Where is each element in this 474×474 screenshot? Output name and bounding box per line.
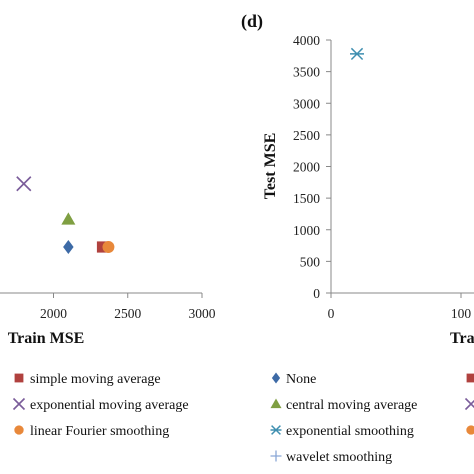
legend-item: simple moving average <box>14 372 161 387</box>
right-y-tick-label: 2000 <box>293 160 320 175</box>
legend-label: exponential smoothing <box>286 424 414 439</box>
left-x-tick-label: 2500 <box>114 306 141 321</box>
right-y-tick-label: 2500 <box>293 128 320 143</box>
legend-label: simple moving average <box>30 372 161 387</box>
legend-marker-asterisk-icon <box>270 425 282 435</box>
legend-edge-circle-icon <box>466 425 474 435</box>
legend-marker-square-icon <box>14 373 24 383</box>
legend-edge-square-icon <box>466 373 474 383</box>
legend-label: exponential moving average <box>30 398 189 413</box>
right-y-tick-label: 3000 <box>293 96 320 111</box>
left-point-None <box>63 240 74 254</box>
right-y-tick-label: 1500 <box>293 191 320 206</box>
left-x-tick-label: 3000 <box>189 306 216 321</box>
panel-left-scatter: 01500200025003000Train MSE <box>0 176 216 347</box>
legend-item: linear Fourier smoothing <box>14 424 169 439</box>
right-y-tick-label: 0 <box>313 286 320 301</box>
right-x-axis-title: Tra <box>450 330 474 347</box>
right-y-tick-label: 500 <box>300 254 321 269</box>
legend-edge-x-icon <box>464 397 474 411</box>
legend-item: wavelet smoothing <box>270 450 392 465</box>
legend-label: wavelet smoothing <box>286 450 392 465</box>
legend-marker-diamond-icon <box>271 372 281 384</box>
panel-label-d: (d) <box>241 11 263 32</box>
legend-left: simple moving average exponential moving … <box>12 372 189 439</box>
right-y-tick-label: 4000 <box>293 33 320 48</box>
legend-item: exponential moving average <box>12 397 189 413</box>
legend-marker-circle-icon <box>14 425 24 435</box>
legend-item: central moving average <box>270 398 417 413</box>
legend-label: central moving average <box>286 398 417 413</box>
legend-label: None <box>286 372 316 387</box>
legend-edge-markers <box>464 373 474 435</box>
legend-marker-plus-icon <box>270 450 282 462</box>
right-point-exponential-smoothing <box>350 47 364 61</box>
left-x-axis-title: Train MSE <box>8 330 85 347</box>
legend-marker-x-icon <box>12 397 26 411</box>
right-y-tick-label: 3500 <box>293 65 320 80</box>
right-y-tick-label: 1000 <box>293 223 320 238</box>
right-x-tick-label: 0 <box>328 306 335 321</box>
legend-label: linear Fourier smoothing <box>30 424 169 439</box>
left-point-central-moving-average <box>61 212 76 225</box>
left-point-exponential-moving-average <box>16 176 32 192</box>
right-x-tick-label: 100 <box>451 306 472 321</box>
left-point-linear-Fourier-smoothing <box>102 241 115 253</box>
legend-item: None <box>271 372 316 387</box>
legend-right: None central moving average exponential sm… <box>270 372 417 465</box>
legend-item: exponential smoothing <box>270 424 414 439</box>
left-x-tick-label: 2000 <box>40 306 67 321</box>
panel-right-scatter: (d)0500100015002000250030003500400001002… <box>241 11 474 347</box>
right-y-axis-title: Test MSE <box>262 133 279 200</box>
legend-marker-triangle-icon <box>270 398 282 409</box>
